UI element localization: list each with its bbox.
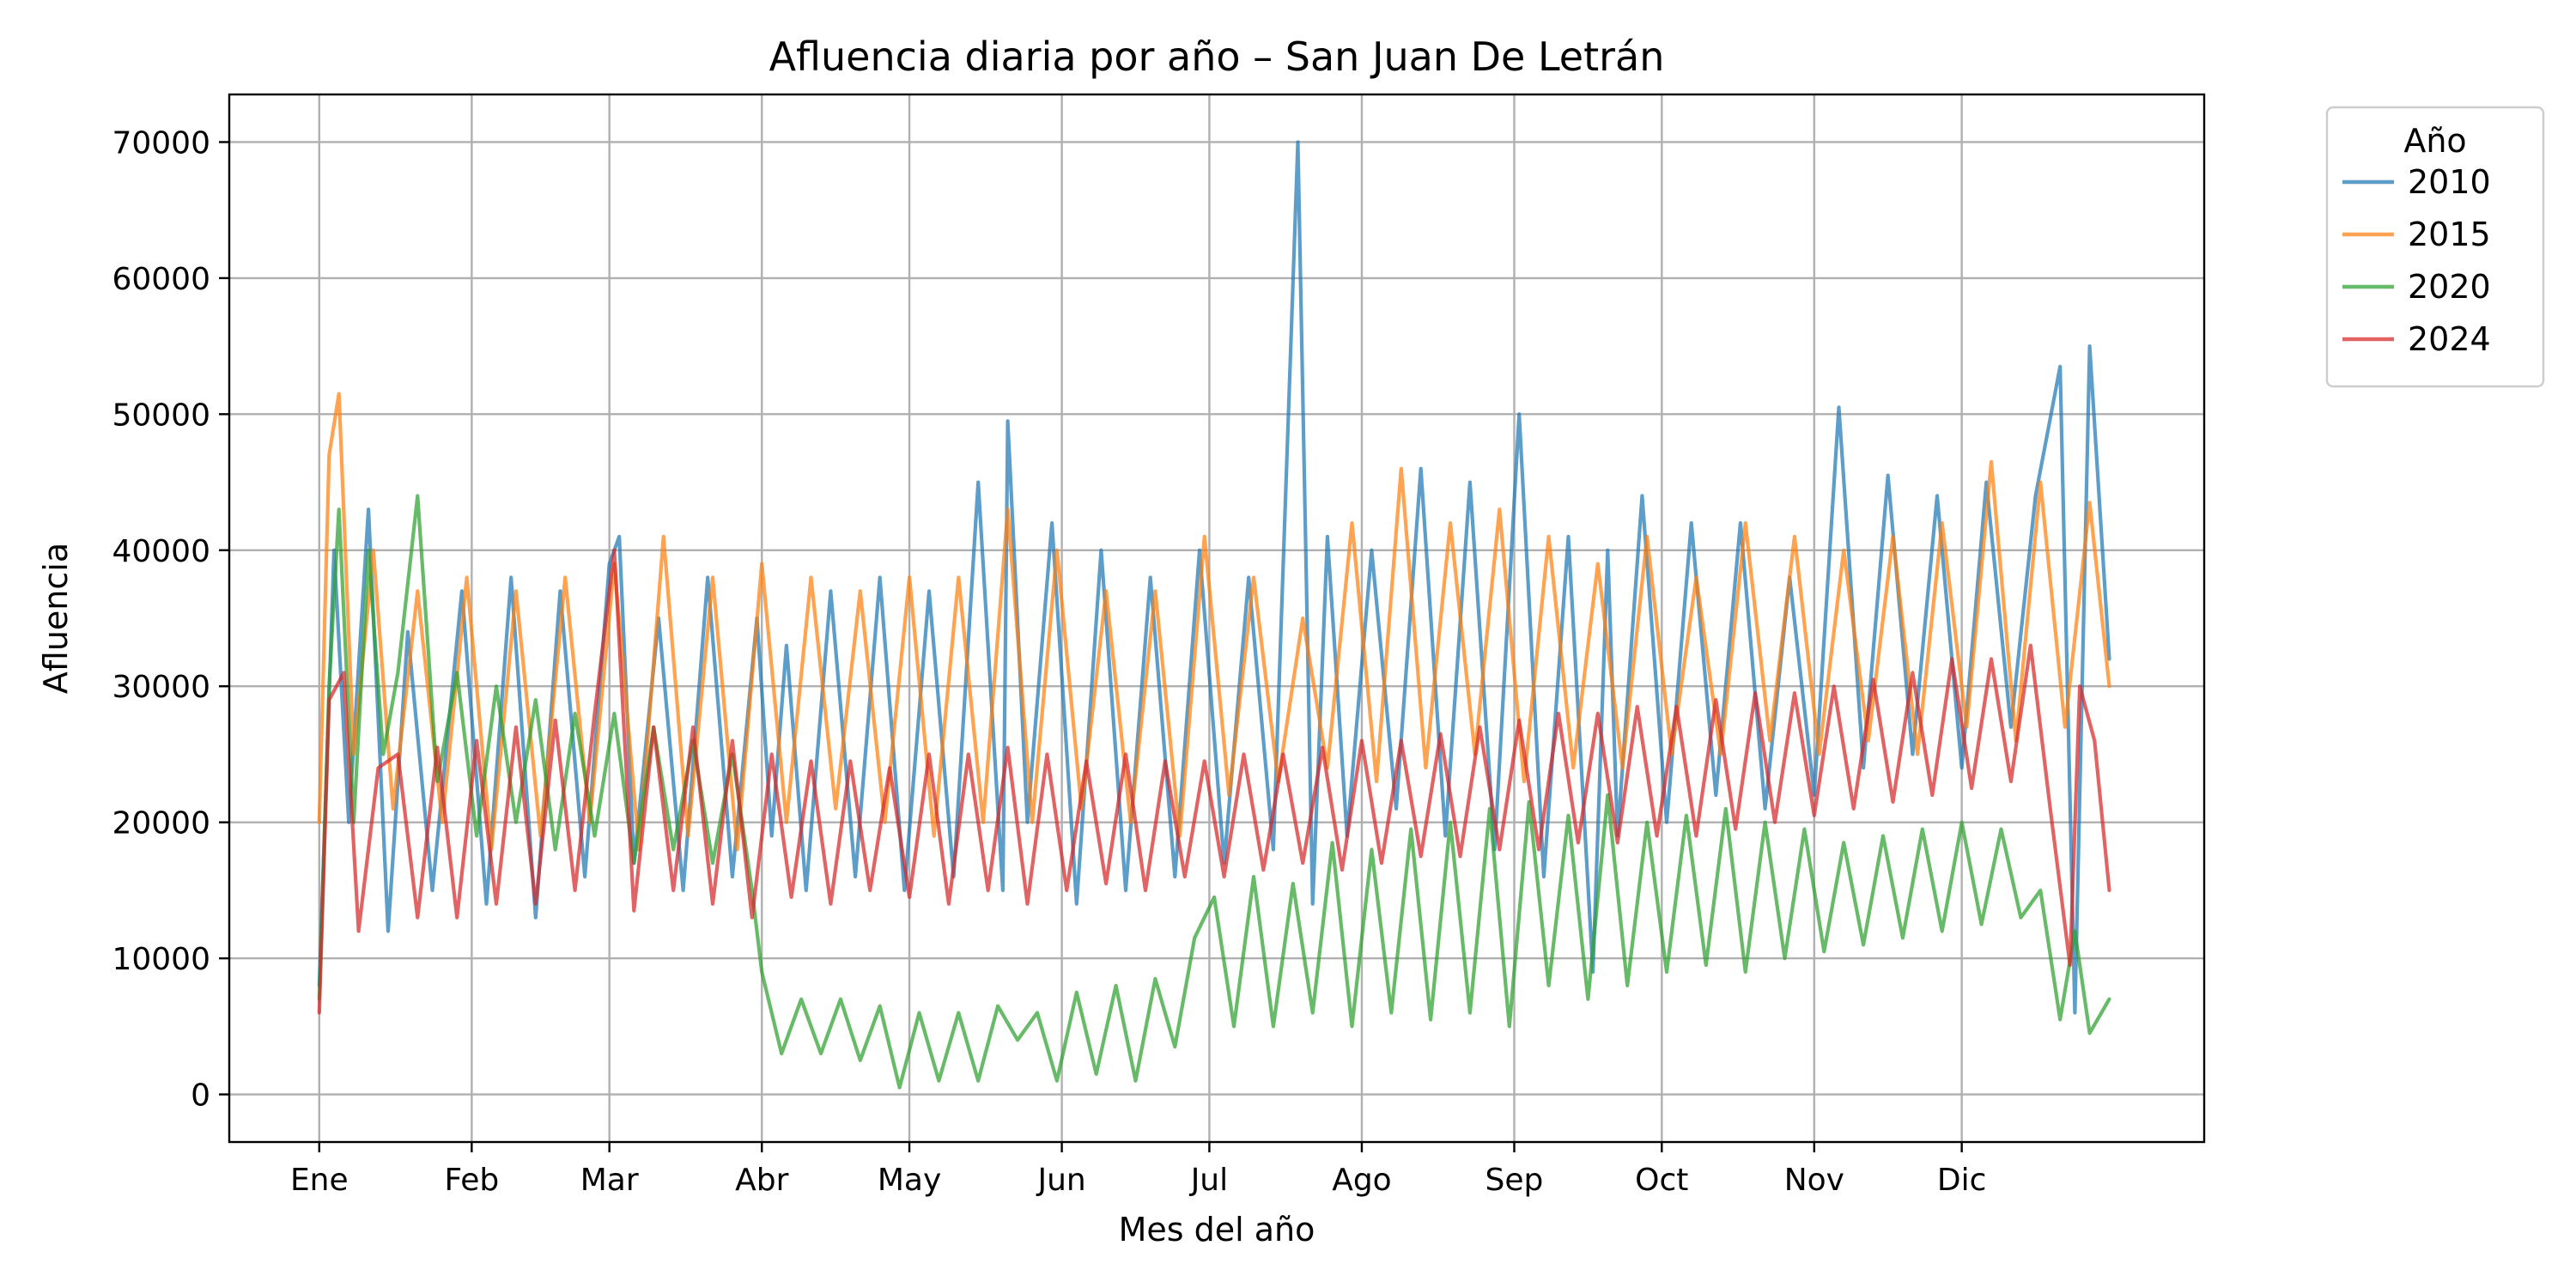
series-line-2020 <box>317 494 2111 1090</box>
chart-title: Afluencia diaria por año – San Juan De L… <box>769 33 1665 80</box>
y-tick-label: 70000 <box>112 125 210 161</box>
x-axis-label: Mes del año <box>1119 1211 1315 1249</box>
y-tick-label: 10000 <box>112 942 210 977</box>
legend-entries: 2010 2015 2020 2024 <box>2342 163 2491 358</box>
legend-label-2020: 2020 <box>2408 268 2491 306</box>
y-tick-label: 40000 <box>112 534 210 569</box>
x-tick-label: May <box>878 1163 941 1198</box>
x-tick-label: Feb <box>444 1163 499 1198</box>
x-tick-label: Ene <box>290 1163 349 1198</box>
legend-label-2015: 2015 <box>2408 216 2491 253</box>
legend-label-2024: 2024 <box>2408 320 2491 358</box>
legend-box <box>2325 106 2545 388</box>
legend: Año 2010 2015 2020 2024 <box>2325 106 2545 388</box>
x-tick-label: Dic <box>1937 1163 1987 1198</box>
y-axis-ticks: 0 10000 20000 30000 40000 50000 60000 70000 <box>112 125 229 1114</box>
plot-frame <box>228 93 2206 1144</box>
x-tick-label: Sep <box>1485 1163 1544 1198</box>
legend-label-2010: 2010 <box>2408 163 2491 201</box>
x-axis-ticks: Ene Feb Mar Abr May Jun Jul Ago Sep Oct Nov Dic <box>290 1142 1986 1198</box>
y-tick-label: 20000 <box>112 806 210 841</box>
y-tick-label: 60000 <box>112 262 210 297</box>
x-tick-label: Ago <box>1332 1163 1392 1198</box>
y-tick-label: 50000 <box>112 398 210 433</box>
x-tick-label: Oct <box>1635 1163 1688 1198</box>
series-line-2015 <box>317 392 2111 852</box>
legend-title: Año <box>2403 122 2466 160</box>
x-tick-label: Nov <box>1784 1163 1844 1198</box>
x-tick-label: Abr <box>735 1163 788 1198</box>
series-layer <box>317 140 2111 1090</box>
x-tick-label: Jul <box>1189 1163 1228 1198</box>
y-tick-label: 30000 <box>112 670 210 705</box>
series-line-2024 <box>317 548 2111 1015</box>
x-tick-label: Jun <box>1036 1163 1085 1198</box>
y-tick-label: 0 <box>191 1078 210 1114</box>
x-tick-label: Mar <box>580 1163 639 1198</box>
grid-lines <box>229 94 2204 1142</box>
y-axis-label: Afluencia <box>37 543 75 694</box>
